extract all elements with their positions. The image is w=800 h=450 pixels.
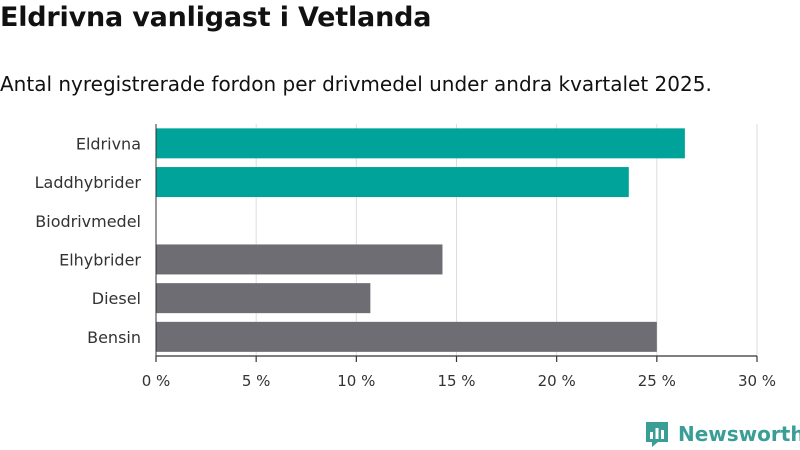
chart-subtitle: Antal nyregistrerade fordon per drivmede…	[0, 72, 712, 96]
x-tick-label: 30 %	[738, 372, 776, 390]
bar	[156, 283, 371, 314]
bar	[156, 321, 657, 352]
x-tick-label: 25 %	[638, 372, 676, 390]
chart-title: Eldrivna vanligast i Vetlanda	[0, 2, 432, 33]
category-label: Bensin	[87, 328, 141, 347]
category-label: Laddhybrider	[35, 173, 142, 192]
newsworthy-logo: Newsworthy	[644, 420, 800, 448]
category-label: Biodrivmedel	[35, 212, 141, 231]
bar-chart-badge-icon	[646, 422, 668, 447]
category-label: Diesel	[92, 289, 141, 308]
x-tick-label: 15 %	[437, 372, 475, 390]
x-tick-label: 0 %	[142, 372, 171, 390]
category-label: Eldrivna	[76, 134, 141, 153]
x-tick-label: 10 %	[337, 372, 375, 390]
x-tick-label: 20 %	[538, 372, 576, 390]
bar	[156, 244, 443, 275]
category-label: Elhybrider	[59, 250, 141, 269]
brand-name: Newsworthy	[678, 422, 800, 446]
x-tick-label: 5 %	[242, 372, 271, 390]
bar	[156, 167, 629, 198]
bar	[156, 128, 685, 159]
